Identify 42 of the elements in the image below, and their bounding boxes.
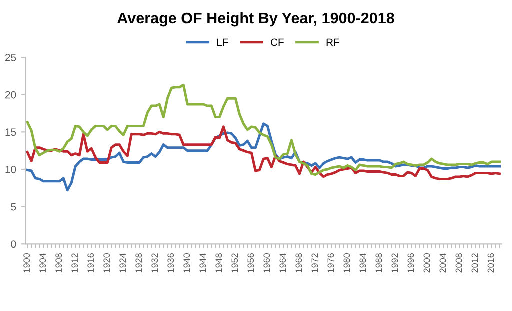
x-tick-label: 1928	[136, 254, 142, 273]
x-tick-label: 2012	[472, 254, 478, 273]
x-tick-label: 1908	[56, 254, 62, 273]
x-tick-label: 1904	[40, 253, 46, 273]
chart-title: Average OF Height By Year, 1900-2018	[118, 12, 394, 27]
y-tick-label: 0	[11, 240, 16, 248]
x-tick-label: 1936	[168, 254, 174, 273]
x-tick-label: 2016	[488, 254, 494, 273]
x-tick-label: 1988	[376, 254, 382, 273]
x-tick-label: 1984	[360, 253, 366, 273]
legend-label: LF	[217, 38, 228, 46]
x-tick-label: 1980	[344, 254, 350, 273]
x-tick-label: 1944	[200, 253, 206, 273]
x-tick-label: 1912	[72, 254, 78, 273]
y-tick-label: 20	[6, 91, 16, 99]
y-tick-label: 5	[11, 203, 16, 211]
x-tick-label: 1916	[88, 254, 94, 273]
x-tick-label: 2004	[440, 253, 446, 273]
x-tick-label: 1900	[24, 254, 30, 273]
x-tick-label: 1964	[280, 253, 286, 273]
x-tick-label: 1996	[408, 254, 414, 273]
x-tick-label: 1960	[264, 254, 270, 273]
y-tick-label: 15	[6, 128, 16, 136]
x-tick-label: 2008	[456, 254, 462, 273]
x-tick-label: 1920	[104, 254, 110, 273]
x-tick-label: 1924	[120, 253, 126, 273]
x-tick-label: 1976	[328, 254, 334, 273]
x-tick-label: 2000	[424, 254, 430, 273]
legend-label: RF	[326, 38, 340, 46]
x-tick-label: 1956	[248, 254, 254, 273]
x-tick-label: 1992	[392, 254, 398, 273]
y-tick-label: 25	[6, 54, 16, 62]
x-tick-label: 1972	[312, 254, 318, 273]
y-tick-label: 10	[6, 166, 16, 174]
x-tick-label: 1932	[152, 254, 158, 273]
x-tick-label: 1952	[232, 254, 238, 273]
x-tick-label: 1968	[296, 254, 302, 273]
line-series	[26, 84, 502, 176]
line-series	[26, 126, 502, 180]
x-tick-label: 1940	[184, 254, 190, 273]
x-tick-label: 1948	[216, 254, 222, 273]
legend-label: CF	[270, 38, 284, 46]
